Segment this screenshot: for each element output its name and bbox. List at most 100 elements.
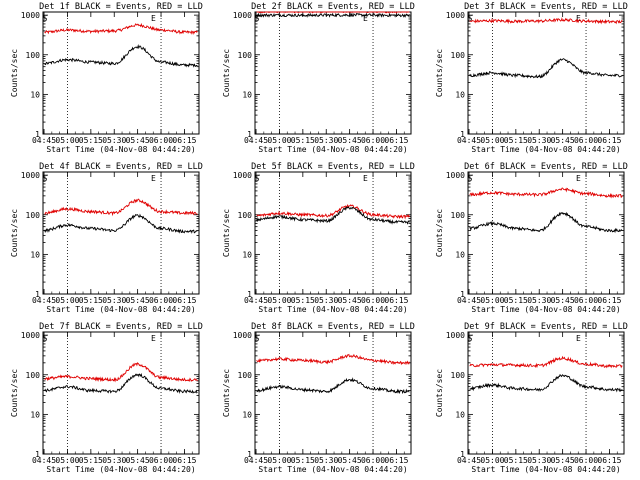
y-axis-label: Counts/sec xyxy=(435,49,444,97)
panel-title: Det 7f BLACK = Events, RED = LLD xyxy=(39,322,203,332)
x-tick-label: 04:45 xyxy=(244,456,268,465)
panel-title: Det 6f BLACK = Events, RED = LLD xyxy=(464,162,628,172)
y-tick-label: 1 xyxy=(35,130,40,139)
y-tick-label: 1 xyxy=(460,290,465,299)
y-tick-label: 10 xyxy=(30,90,40,99)
plot-frame xyxy=(254,331,412,455)
end-marker: E xyxy=(576,334,581,343)
y-axis-label: Counts/sec xyxy=(222,209,231,257)
x-tick-label: 05:00 xyxy=(480,456,504,465)
x-tick-label: 05:45 xyxy=(338,296,362,305)
x-tick-label: 05:00 xyxy=(480,136,504,145)
x-tick-label: 06:15 xyxy=(172,456,196,465)
x-tick-label: 06:00 xyxy=(574,296,598,305)
x-tick-label: 06:15 xyxy=(172,136,196,145)
end-marker: E xyxy=(363,174,368,183)
start-marker: S xyxy=(43,174,48,183)
y-tick-label: 1000 xyxy=(21,171,40,180)
start-marker: S xyxy=(468,174,473,183)
x-tick-label: 05:45 xyxy=(126,456,150,465)
x-tick-label: 05:00 xyxy=(267,296,291,305)
series-events xyxy=(44,372,198,394)
end-marker: E xyxy=(151,14,156,23)
start-marker: S xyxy=(255,174,260,183)
series-events xyxy=(469,211,623,234)
x-tick-label: 06:15 xyxy=(384,136,408,145)
x-tick-label: 05:15 xyxy=(504,296,528,305)
series-lld xyxy=(44,22,198,35)
end-marker: E xyxy=(363,14,368,23)
y-tick-label: 100 xyxy=(26,51,41,60)
x-tick-label: 06:15 xyxy=(597,296,621,305)
series-events xyxy=(44,43,198,68)
x-tick-label: 04:45 xyxy=(457,456,481,465)
panel-det-5f: Det 5f BLACK = Events, RED = LLD 1 10 100 10… xyxy=(222,162,415,314)
x-axis-label: Start Time (04-Nov-08 04:44:20) xyxy=(471,305,620,314)
y-tick-label: 100 xyxy=(238,371,253,380)
x-tick-label: 05:00 xyxy=(55,136,79,145)
x-tick-label: 05:15 xyxy=(79,136,103,145)
x-tick-label: 06:00 xyxy=(361,296,385,305)
y-tick-label: 10 xyxy=(242,90,252,99)
series-lld xyxy=(469,355,623,369)
panel-det-6f: Det 6f BLACK = Events, RED = LLD 1 10 100 10… xyxy=(435,162,628,314)
start-marker: S xyxy=(43,14,48,23)
y-tick-label: 1000 xyxy=(446,331,465,340)
panel-title: Det 5f BLACK = Events, RED = LLD xyxy=(251,162,415,172)
x-axis-label: Start Time (04-Nov-08 04:44:20) xyxy=(46,145,195,154)
y-tick-label: 100 xyxy=(238,211,253,220)
y-tick-label: 1000 xyxy=(233,331,252,340)
y-tick-label: 100 xyxy=(238,51,253,60)
start-marker: S xyxy=(468,14,473,23)
end-marker: E xyxy=(151,334,156,343)
x-tick-label: 05:30 xyxy=(102,296,126,305)
plot-frame xyxy=(467,331,625,455)
y-tick-label: 1000 xyxy=(233,171,252,180)
x-axis-label: Start Time (04-Nov-08 04:44:20) xyxy=(258,145,407,154)
end-marker: E xyxy=(576,174,581,183)
start-marker: S xyxy=(255,14,260,23)
x-tick-label: 05:30 xyxy=(527,456,551,465)
x-tick-label: 05:15 xyxy=(79,296,103,305)
x-tick-label: 05:00 xyxy=(267,136,291,145)
x-tick-label: 04:45 xyxy=(457,136,481,145)
series-events xyxy=(256,206,410,225)
x-tick-label: 06:15 xyxy=(597,456,621,465)
x-tick-label: 06:15 xyxy=(384,456,408,465)
y-tick-label: 10 xyxy=(455,250,465,259)
x-tick-label: 05:45 xyxy=(551,456,575,465)
start-marker: S xyxy=(255,334,260,343)
y-tick-label: 10 xyxy=(455,410,465,419)
x-tick-label: 05:30 xyxy=(102,136,126,145)
panel-det-1f: Det 1f BLACK = Events, RED = LLD 1 10 100 10… xyxy=(10,2,203,154)
x-tick-label: 06:15 xyxy=(597,136,621,145)
x-tick-label: 05:00 xyxy=(267,456,291,465)
x-tick-label: 05:45 xyxy=(551,136,575,145)
y-tick-label: 10 xyxy=(30,250,40,259)
y-tick-label: 10 xyxy=(242,410,252,419)
y-tick-label: 1000 xyxy=(233,11,252,20)
x-tick-label: 04:45 xyxy=(32,296,56,305)
series-lld xyxy=(256,353,410,366)
y-axis-label: Counts/sec xyxy=(222,49,231,97)
series-lld xyxy=(44,362,198,383)
x-tick-label: 05:15 xyxy=(79,456,103,465)
x-tick-label: 06:00 xyxy=(574,136,598,145)
y-tick-label: 1 xyxy=(460,130,465,139)
x-tick-label: 05:45 xyxy=(338,456,362,465)
x-tick-label: 05:45 xyxy=(126,296,150,305)
start-marker: S xyxy=(468,334,473,343)
y-axis-label: Counts/sec xyxy=(10,209,19,257)
x-tick-label: 05:15 xyxy=(504,136,528,145)
x-tick-label: 05:15 xyxy=(504,456,528,465)
x-tick-label: 05:15 xyxy=(291,456,315,465)
plot-frame xyxy=(42,331,200,455)
plot-frame xyxy=(467,11,625,135)
y-tick-label: 10 xyxy=(455,90,465,99)
x-tick-label: 05:00 xyxy=(55,296,79,305)
y-tick-label: 1000 xyxy=(446,171,465,180)
y-tick-label: 100 xyxy=(451,51,466,60)
x-axis-label: Start Time (04-Nov-08 04:44:20) xyxy=(258,305,407,314)
panel-det-9f: Det 9f BLACK = Events, RED = LLD 1 10 100 10… xyxy=(435,322,628,474)
